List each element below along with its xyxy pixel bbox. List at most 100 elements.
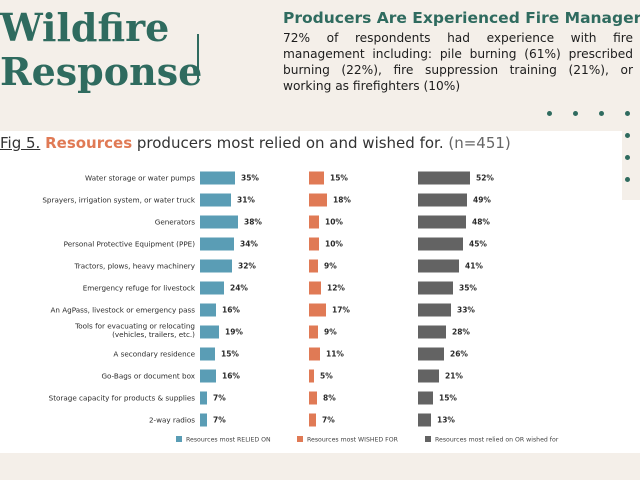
decor-dot: [573, 111, 578, 116]
bar: [418, 303, 451, 317]
bar: [200, 347, 215, 361]
data-label: 15%: [221, 350, 239, 359]
page-title: Wildfire Response: [0, 6, 202, 94]
bar: [309, 215, 319, 229]
bar: [418, 347, 444, 361]
bar: [309, 347, 320, 361]
decor-dot: [625, 155, 630, 160]
panel-edge: [622, 200, 640, 453]
data-label: 33%: [457, 306, 475, 315]
data-label: 35%: [241, 174, 259, 183]
bar: [418, 171, 470, 185]
data-label: 17%: [332, 306, 350, 315]
bar: [309, 369, 314, 383]
data-label: 18%: [333, 196, 351, 205]
info-heading: Producers Are Experienced Fire Managers: [283, 9, 640, 27]
category-label: Generators: [155, 218, 195, 227]
decor-dot: [599, 111, 604, 116]
data-label: 16%: [222, 372, 240, 381]
data-label: 35%: [459, 284, 477, 293]
bar: [418, 193, 467, 207]
bar: [418, 215, 466, 229]
bar: [200, 369, 216, 383]
bar: [418, 259, 459, 273]
figure-accent: Resources: [45, 134, 133, 152]
figure-sample-size: (n=451): [443, 134, 511, 152]
data-label: 15%: [439, 394, 457, 403]
data-label: 26%: [450, 350, 468, 359]
data-label: 45%: [469, 240, 487, 249]
category-label: Go-Bags or document box: [101, 372, 195, 381]
data-label: 38%: [244, 218, 262, 227]
data-label: 31%: [237, 196, 255, 205]
decor-dot: [625, 111, 630, 116]
legend-swatch: [176, 436, 182, 442]
title-divider: [197, 34, 199, 80]
legend-label: Resources most relied on OR wished for: [435, 437, 559, 444]
bar: [200, 193, 231, 207]
bar: [418, 325, 446, 339]
category-label: Storage capacity for products & supplies: [49, 394, 196, 403]
bar: [309, 171, 324, 185]
bar: [309, 237, 319, 251]
title-line-2: Response: [0, 49, 203, 94]
bar: [200, 237, 234, 251]
data-label: 12%: [327, 284, 345, 293]
bar: [418, 391, 433, 405]
category-label: Tools for evacuating or relocating (vehic…: [74, 322, 195, 340]
category-label: Tractors, plows, heavy machinery: [73, 262, 195, 271]
data-label: 7%: [213, 416, 226, 425]
bar: [200, 391, 207, 405]
bar: [418, 369, 439, 383]
bar: [309, 413, 316, 427]
bar: [309, 325, 318, 339]
data-label: 10%: [325, 240, 343, 249]
data-label: 48%: [472, 218, 490, 227]
resources-chart: Water storage or water pumps 35% 15% 52% Spr…: [42, 171, 559, 444]
figure-caption-text: producers most relied on and wished for.: [132, 134, 444, 152]
bar: [200, 171, 235, 185]
bar: [418, 413, 431, 427]
data-label: 13%: [437, 416, 455, 425]
data-label: 15%: [330, 174, 348, 183]
figure-number: Fig 5.: [0, 134, 41, 152]
bar: [309, 391, 317, 405]
bar: [200, 281, 224, 295]
bar: [200, 259, 232, 273]
bar: [309, 259, 318, 273]
data-label: 10%: [325, 218, 343, 227]
data-label: 32%: [238, 262, 256, 271]
data-label: 28%: [452, 328, 470, 337]
decor-dot: [547, 111, 552, 116]
data-label: 19%: [225, 328, 243, 337]
legend-label: Resources most RELIED ON: [186, 437, 271, 444]
legend-swatch: [297, 436, 303, 442]
data-label: 34%: [240, 240, 258, 249]
data-label: 9%: [324, 262, 337, 271]
title-line-1: Wildfire: [0, 5, 170, 50]
info-box: Producers Are Experienced Fire Managers …: [283, 8, 640, 94]
data-label: 21%: [445, 372, 463, 381]
category-label: Personal Protective Equipment (PPE): [64, 240, 196, 249]
bar: [309, 193, 327, 207]
legend-swatch: [425, 436, 431, 442]
bar: [418, 237, 463, 251]
bar: [200, 325, 219, 339]
category-label: Emergency refuge for livestock: [83, 284, 196, 293]
data-label: 7%: [213, 394, 226, 403]
category-label: An AgPass, livestock or emergency pass: [50, 306, 195, 315]
data-label: 9%: [324, 328, 337, 337]
bar: [309, 281, 321, 295]
bar: [309, 303, 326, 317]
category-label: 2-way radios: [149, 416, 195, 425]
data-label: 8%: [323, 394, 336, 403]
info-body: 72% of respondents had experience with f…: [283, 31, 633, 93]
decor-dot: [625, 177, 630, 182]
data-label: 5%: [320, 372, 333, 381]
legend-label: Resources most WISHED FOR: [307, 437, 399, 444]
data-label: 11%: [326, 350, 344, 359]
decor-dot: [625, 133, 630, 138]
category-label: Water storage or water pumps: [85, 174, 195, 183]
data-label: 49%: [473, 196, 491, 205]
data-label: 41%: [465, 262, 483, 271]
